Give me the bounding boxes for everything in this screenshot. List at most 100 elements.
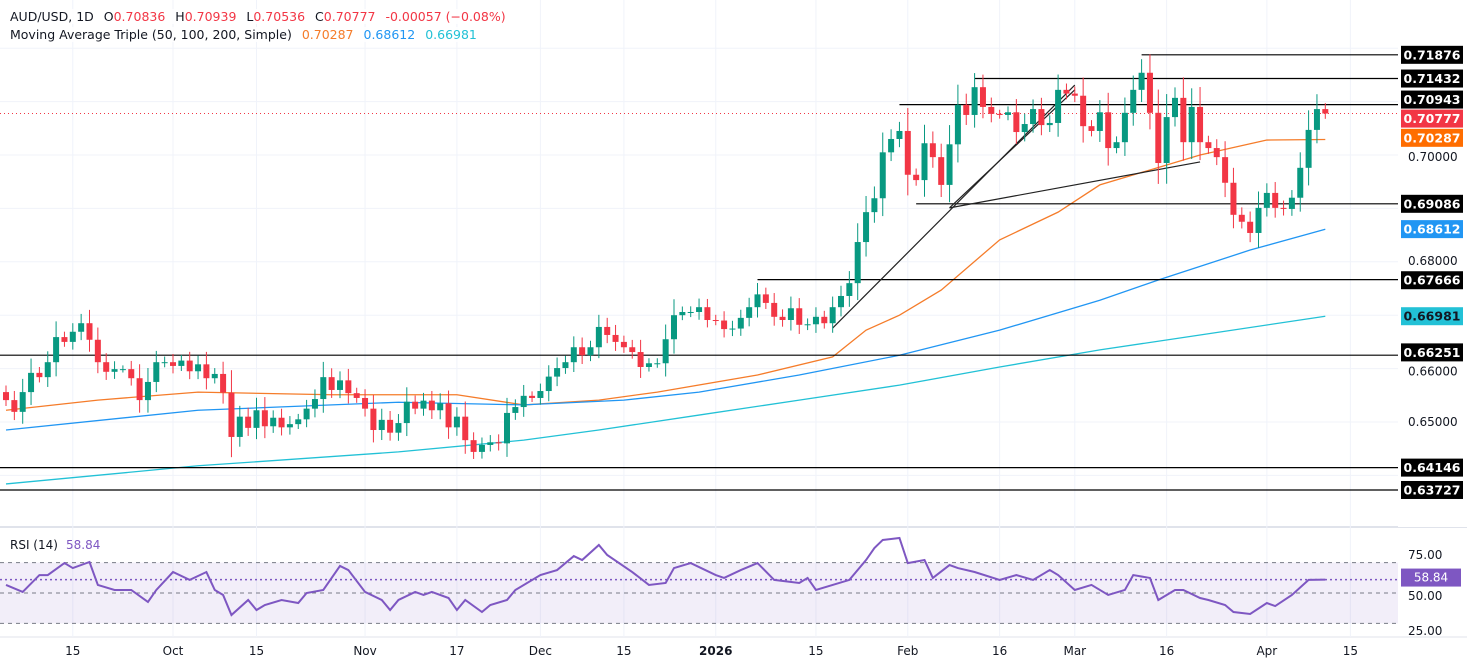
candle-body (1096, 112, 1103, 131)
level-price-label (1401, 194, 1463, 213)
time-axis-tick: 15 (65, 644, 80, 658)
rsi-axis-label: 50.00 (1408, 589, 1442, 603)
candle-body (11, 400, 18, 412)
candle-body (1280, 207, 1287, 209)
candle-body (729, 328, 736, 330)
candle-body (696, 307, 703, 312)
candle-body (1130, 89, 1137, 113)
candle (988, 97, 995, 123)
candle-body (445, 403, 452, 428)
candle-body (979, 87, 986, 107)
candle (696, 298, 703, 320)
candle-body (896, 130, 903, 139)
price-axis-tick: 0.70000 (1408, 150, 1458, 164)
candle (220, 361, 227, 404)
level-price-label (1401, 90, 1463, 109)
ma50-price-label-text: 0.70287 (1404, 130, 1461, 145)
candle-body (353, 393, 360, 398)
candle (478, 437, 485, 459)
candle-body (1322, 109, 1329, 114)
candle (1055, 74, 1062, 137)
rsi-value-badge (1401, 568, 1461, 587)
candle-body (637, 352, 644, 367)
candle-body (86, 323, 93, 340)
candle-body (28, 372, 35, 393)
candle (1121, 97, 1128, 156)
open-label: O (103, 9, 114, 24)
candle (762, 287, 769, 309)
indicator-legend: Moving Average Triple (50, 100, 200, Sim… (10, 27, 483, 42)
candle-body (1313, 109, 1320, 130)
candle-body (1288, 197, 1295, 209)
candle (303, 399, 310, 428)
candle (36, 366, 43, 383)
price-axis-bg[interactable] (1398, 0, 1467, 527)
candle (746, 297, 753, 327)
level-price-label (1401, 69, 1463, 88)
level-price-label (1401, 480, 1463, 499)
close-label: C (315, 9, 324, 24)
candle (554, 357, 561, 387)
price-axis[interactable]: 0.71876 0.71432 0.70943 0.70777 0.70287 0.700… (1398, 0, 1467, 527)
candle (1080, 77, 1087, 143)
candle (1247, 211, 1254, 243)
candle-body (437, 403, 444, 411)
candle-body (679, 311, 686, 316)
candle-body (69, 331, 76, 342)
candle (470, 432, 477, 459)
candle (1155, 89, 1162, 184)
candle-body (1180, 97, 1187, 143)
time-axis[interactable]: 15 Oct 15 Nov 17 Dec 15 2026 15 Feb 16 Mar 16 Apr 15 (65, 644, 1358, 658)
price-change: -0.00057 (−0.08%) (385, 9, 506, 24)
candle (637, 339, 644, 378)
candle-body (78, 323, 85, 332)
candle-body (1272, 192, 1279, 208)
ohlc-low: L0.70536 (246, 9, 305, 24)
candle (11, 390, 18, 421)
price-axis-tick: 0.65000 (1408, 415, 1458, 429)
time-axis-tick: 17 (449, 644, 464, 658)
level-price-label-text: 0.71432 (1404, 71, 1461, 86)
candle (362, 389, 369, 417)
candle-body (604, 326, 611, 335)
trendline[interactable] (949, 89, 1076, 209)
candle-body (620, 341, 627, 348)
candle-body (1105, 112, 1112, 149)
candle (19, 378, 26, 424)
candle (78, 313, 85, 341)
candle-body (913, 174, 920, 181)
candle (245, 407, 252, 436)
candle-body (61, 337, 68, 342)
candle (721, 311, 728, 338)
candle-body (1213, 148, 1220, 158)
candle-body (53, 337, 60, 363)
open-value: 0.70836 (113, 9, 166, 24)
candle-body (1030, 109, 1037, 125)
candle-body (1021, 124, 1028, 133)
candle (1222, 141, 1229, 198)
candle-body (362, 397, 369, 409)
candle (704, 298, 711, 328)
candle (94, 327, 101, 374)
candle-body (929, 143, 936, 158)
candle (286, 416, 293, 435)
candle-body (846, 283, 853, 296)
symbol-title: AUD/USD, 1D (10, 9, 94, 24)
candle (629, 339, 636, 359)
candle-body (253, 410, 260, 428)
candle-body (687, 311, 694, 313)
symbol-legend: AUD/USD, 1D O0.70836 H0.70939 L0.70536 C… (10, 9, 512, 24)
candle (1305, 110, 1312, 186)
candle-body (1046, 122, 1053, 126)
candle (195, 355, 202, 380)
high-value: 0.70939 (184, 9, 237, 24)
candle-body (428, 400, 435, 411)
candle (311, 389, 318, 418)
candle-body (412, 401, 419, 409)
candle (1322, 103, 1329, 119)
candle-body (954, 104, 961, 145)
candle (971, 73, 978, 128)
candle (86, 309, 93, 352)
candle (1238, 207, 1245, 229)
